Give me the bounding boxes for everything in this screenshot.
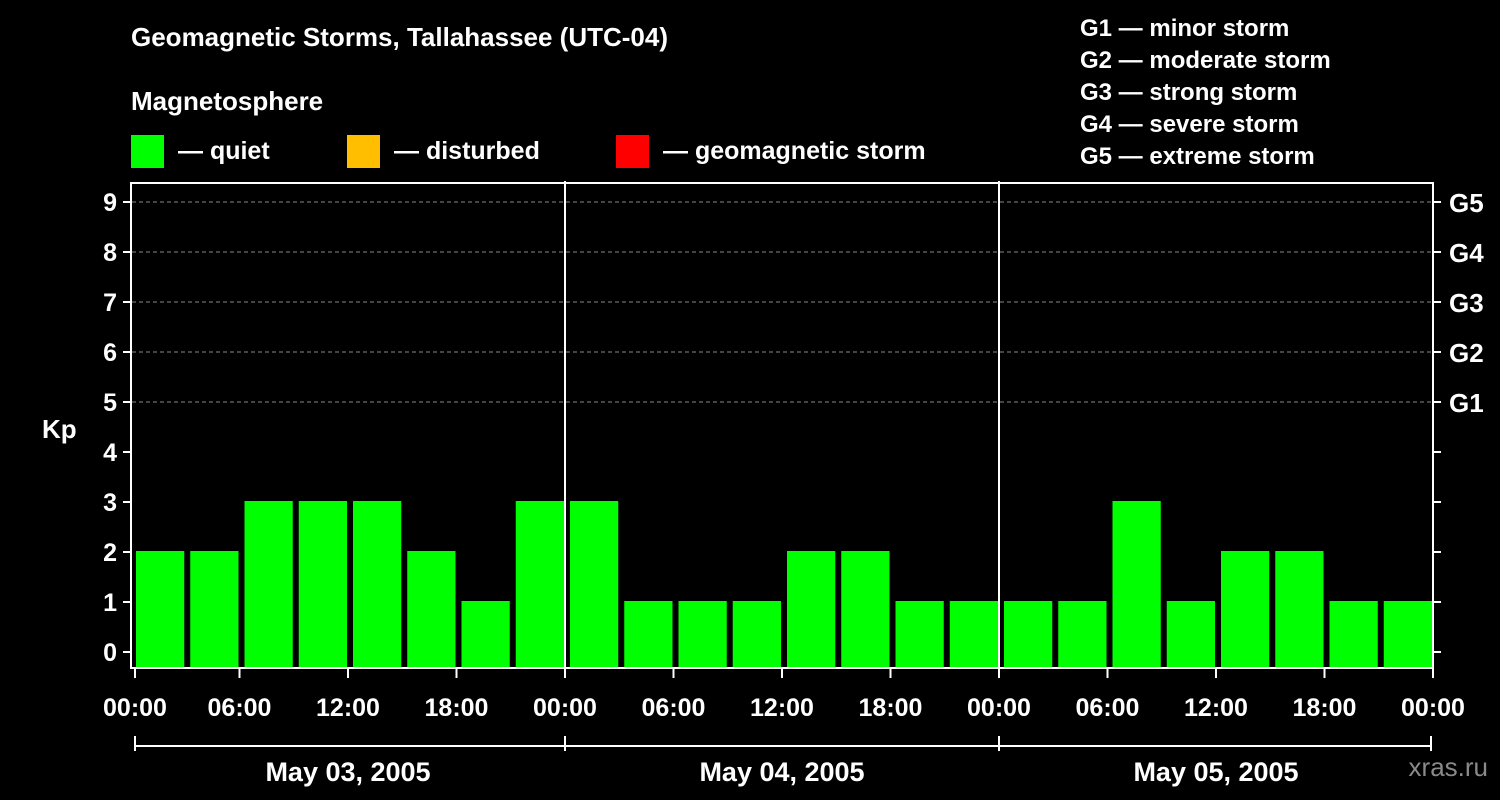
bar-15 xyxy=(949,601,998,668)
bar-17 xyxy=(1058,601,1107,668)
g-scale-g5: G5 — extreme storm xyxy=(1080,143,1315,170)
g-scale-g4: G4 — severe storm xyxy=(1080,111,1299,138)
bar-16 xyxy=(1004,601,1053,668)
y-axis-label: Kp xyxy=(42,414,77,444)
bar-20 xyxy=(1221,551,1270,668)
bar-5 xyxy=(407,551,456,668)
x-tick-label-0: 00:00 xyxy=(103,694,167,722)
bar-23 xyxy=(1383,601,1432,668)
chart-title: Geomagnetic Storms, Tallahassee (UTC-04) xyxy=(131,22,669,52)
y-tick-label-9: 9 xyxy=(103,189,117,217)
x-tick-label-9: 06:00 xyxy=(1076,694,1140,722)
x-tick-label-7: 18:00 xyxy=(859,694,923,722)
bar-11 xyxy=(732,601,781,668)
day-label-2: May 05, 2005 xyxy=(1133,757,1298,787)
bar-14 xyxy=(895,601,944,668)
x-tick-label-8: 00:00 xyxy=(967,694,1031,722)
bar-9 xyxy=(624,601,673,668)
y-tick-label-3: 3 xyxy=(103,489,117,517)
legend-swatch-disturbed xyxy=(347,134,380,168)
bar-7 xyxy=(515,501,564,668)
bar-18 xyxy=(1112,501,1161,668)
bar-3 xyxy=(298,501,347,668)
x-tick-label-1: 06:00 xyxy=(208,694,272,722)
bar-21 xyxy=(1275,551,1324,668)
bar-13 xyxy=(841,551,890,668)
legend-title: Magnetosphere xyxy=(131,86,324,116)
x-tick-label-10: 12:00 xyxy=(1184,694,1248,722)
day-label-1: May 04, 2005 xyxy=(699,757,864,787)
y-tick-label-1: 1 xyxy=(103,589,117,617)
right-axis-label-g3: G3 xyxy=(1449,288,1484,318)
x-tick-label-4: 00:00 xyxy=(533,694,597,722)
x-tick-label-12: 00:00 xyxy=(1401,694,1465,722)
g-scale-g1: G1 — minor storm xyxy=(1080,15,1290,42)
legend-item-disturbed: — disturbed xyxy=(347,134,540,168)
legend-swatch-quiet xyxy=(131,134,164,168)
legend-item-storm: — geomagnetic storm xyxy=(616,134,926,168)
bar-6 xyxy=(461,601,510,668)
right-axis-label-g5: G5 xyxy=(1449,188,1484,218)
g-scale-g3: G3 — strong storm xyxy=(1080,79,1298,106)
y-tick-label-7: 7 xyxy=(103,289,117,317)
y-tick-label-5: 5 xyxy=(103,389,117,417)
x-tick-label-5: 06:00 xyxy=(642,694,706,722)
y-tick-label-4: 4 xyxy=(103,439,117,467)
y-tick-label-2: 2 xyxy=(103,539,117,567)
legend-label-disturbed: — disturbed xyxy=(394,136,540,165)
bar-4 xyxy=(353,501,402,668)
right-axis-label-g2: G2 xyxy=(1449,338,1484,368)
legend-swatch-storm xyxy=(616,134,649,168)
bar-8 xyxy=(570,501,619,668)
x-tick-label-11: 18:00 xyxy=(1293,694,1357,722)
g-scale-g2: G2 — moderate storm xyxy=(1080,47,1331,74)
y-tick-label-6: 6 xyxy=(103,339,117,367)
x-tick-label-6: 12:00 xyxy=(750,694,814,722)
y-tick-label-0: 0 xyxy=(103,639,117,667)
bar-0 xyxy=(136,551,185,668)
legend-item-quiet: — quiet xyxy=(131,134,270,168)
bar-2 xyxy=(244,501,293,668)
bar-19 xyxy=(1166,601,1215,668)
bar-12 xyxy=(787,551,836,668)
bar-22 xyxy=(1329,601,1378,668)
watermark: xras.ru xyxy=(1408,752,1488,782)
x-tick-label-2: 12:00 xyxy=(316,694,380,722)
bar-10 xyxy=(678,601,727,668)
legend-label-storm: — geomagnetic storm xyxy=(663,136,926,165)
y-tick-label-8: 8 xyxy=(103,239,117,267)
x-tick-label-3: 18:00 xyxy=(425,694,489,722)
right-axis-label-g1: G1 xyxy=(1449,388,1484,418)
legend-label-quiet: — quiet xyxy=(178,136,270,165)
bar-1 xyxy=(190,551,239,668)
day-label-0: May 03, 2005 xyxy=(265,757,430,787)
right-axis-label-g4: G4 xyxy=(1449,238,1484,268)
